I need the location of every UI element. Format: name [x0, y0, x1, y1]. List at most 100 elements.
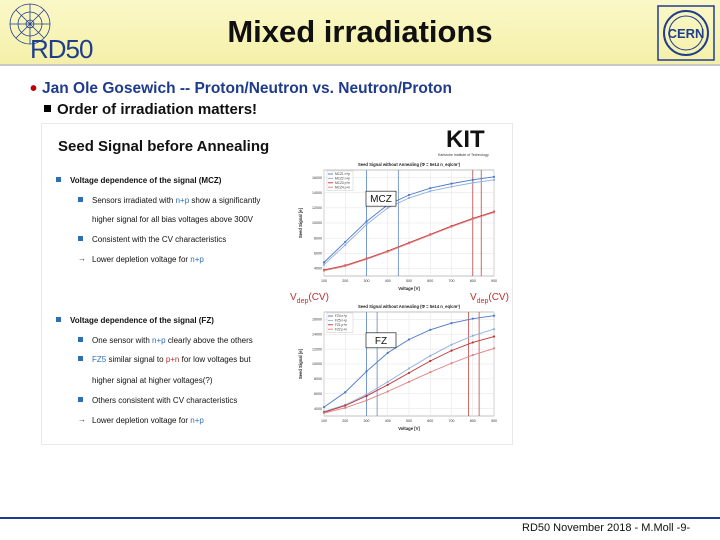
kit-logo: KIT [446, 126, 485, 153]
bullet-icon [78, 356, 83, 361]
data-point [386, 390, 389, 393]
data-point [365, 394, 368, 398]
fz-line5: → Lower depletion voltage for n+p [78, 415, 204, 425]
x-tick-label: 500 [406, 419, 412, 423]
data-point [471, 334, 474, 337]
y-tick-label: 12000 [312, 206, 322, 210]
x-tick-label: 400 [385, 279, 391, 283]
data-point [365, 223, 368, 226]
y-tick-label: 8000 [314, 377, 322, 381]
y-tick-label: 10000 [312, 362, 322, 366]
legend-box [326, 312, 354, 333]
data-point [344, 240, 347, 244]
y-tick-label: 4000 [314, 267, 322, 271]
x-tick-label: 800 [470, 279, 476, 283]
data-point [492, 211, 496, 214]
x-tick-label: 200 [342, 279, 348, 283]
y-tick-label: 16000 [312, 318, 322, 322]
y-tick-label: 16000 [312, 176, 322, 180]
data-point [450, 225, 453, 228]
header-band [0, 0, 720, 66]
data-point [322, 405, 326, 409]
data-point [344, 406, 347, 409]
fz-line1: One sensor with n+p clearly above the ot… [78, 336, 253, 345]
bullet-icon [56, 317, 61, 322]
mcz-line1: Sensors irradiated with n+p show a signi… [78, 196, 260, 205]
data-point [344, 243, 347, 247]
data-point [471, 341, 474, 344]
y-tick-label: 4000 [314, 407, 322, 411]
embedded-slide-title: Seed Signal before Annealing [58, 138, 270, 155]
vdep-right-label: Vdep(CV) [470, 292, 509, 305]
data-point [407, 338, 411, 341]
data-point [386, 206, 389, 209]
chart-material-label-box [365, 332, 397, 349]
mcz-heading: Voltage dependence of the signal (MCZ) [56, 176, 221, 185]
x-tick-label: 900 [491, 279, 497, 283]
x-tick-label: 600 [427, 419, 433, 423]
x-tick-label: 100 [321, 279, 327, 283]
y-tick-label: 12000 [312, 347, 322, 351]
data-point [492, 347, 496, 350]
header-divider [0, 64, 720, 66]
data-point [429, 187, 432, 190]
footer-text: RD50 November 2018 - M.Moll -9- [522, 522, 691, 534]
x-tick-label: 800 [470, 419, 476, 423]
data-point [471, 218, 474, 221]
bullet-icon [78, 236, 83, 241]
y-tick-label: 6000 [314, 251, 322, 255]
data-point [471, 317, 474, 320]
x-tick-label: 100 [321, 419, 327, 423]
x-tick-label: 500 [406, 279, 412, 283]
data-point [322, 261, 326, 264]
rd50-logo [9, 3, 51, 45]
data-point [492, 178, 496, 181]
data-point [471, 181, 474, 184]
cern-logo: CERN [657, 5, 715, 61]
data-point [471, 178, 474, 181]
bullet-dot-icon: • [30, 78, 38, 100]
data-point [450, 343, 453, 346]
mcz-seed-signal-chart: Seed Signal without Annealing (Φ = 5e14 … [298, 162, 497, 291]
data-point [450, 185, 453, 188]
x-tick-label: 300 [364, 419, 370, 423]
data-point [407, 367, 411, 370]
chart-title: Seed Signal without Annealing (Φ = 5e14 … [358, 162, 461, 167]
data-point [429, 371, 432, 374]
chart-material-label: MCZ [370, 194, 392, 205]
data-point [407, 242, 411, 245]
kit-logo-subtitle: Karlsruhe Institute of Technology [438, 153, 489, 157]
data-point [450, 182, 453, 185]
data-point [429, 359, 432, 363]
data-point [365, 258, 368, 261]
mcz-line4: → Lower depletion voltage for n+p [78, 254, 204, 264]
y-tick-label: 8000 [314, 236, 322, 240]
data-point [471, 353, 474, 357]
arrow-right-icon: → [78, 415, 86, 424]
legend-entry: MCZ3 p+n [335, 181, 350, 185]
slide-title: Mixed irradiations [227, 14, 493, 49]
chart-title: Seed Signal without Annealing (Φ = 5e14 … [358, 304, 461, 309]
legend-entry: MCZ1 n+p [335, 172, 350, 176]
legend-entry: FZ5 n+p [335, 319, 347, 323]
bullet-icon [78, 197, 83, 202]
data-point [492, 327, 496, 331]
data-point [365, 370, 368, 373]
data-point [365, 220, 368, 223]
data-point [407, 380, 411, 383]
bullet-icon [78, 397, 83, 402]
data-point [407, 371, 411, 375]
y-tick-label: 10000 [312, 221, 322, 225]
x-tick-label: 300 [364, 279, 370, 283]
data-point [492, 335, 496, 338]
data-point [429, 234, 432, 237]
legend-box [326, 170, 354, 191]
vdep-left-label: Vdep(CV) [290, 292, 329, 305]
bullet-level1: • Jan Ole Gosewich -- Proton/Neutron vs. … [30, 76, 452, 100]
data-point [386, 380, 389, 383]
fz-line4: Others consistent with CV characteristic… [78, 396, 237, 405]
x-tick-label: 600 [427, 279, 433, 283]
data-point [407, 196, 411, 200]
mcz-line2: higher signal for all bias voltages abov… [92, 215, 253, 224]
x-tick-label: 700 [449, 419, 455, 423]
